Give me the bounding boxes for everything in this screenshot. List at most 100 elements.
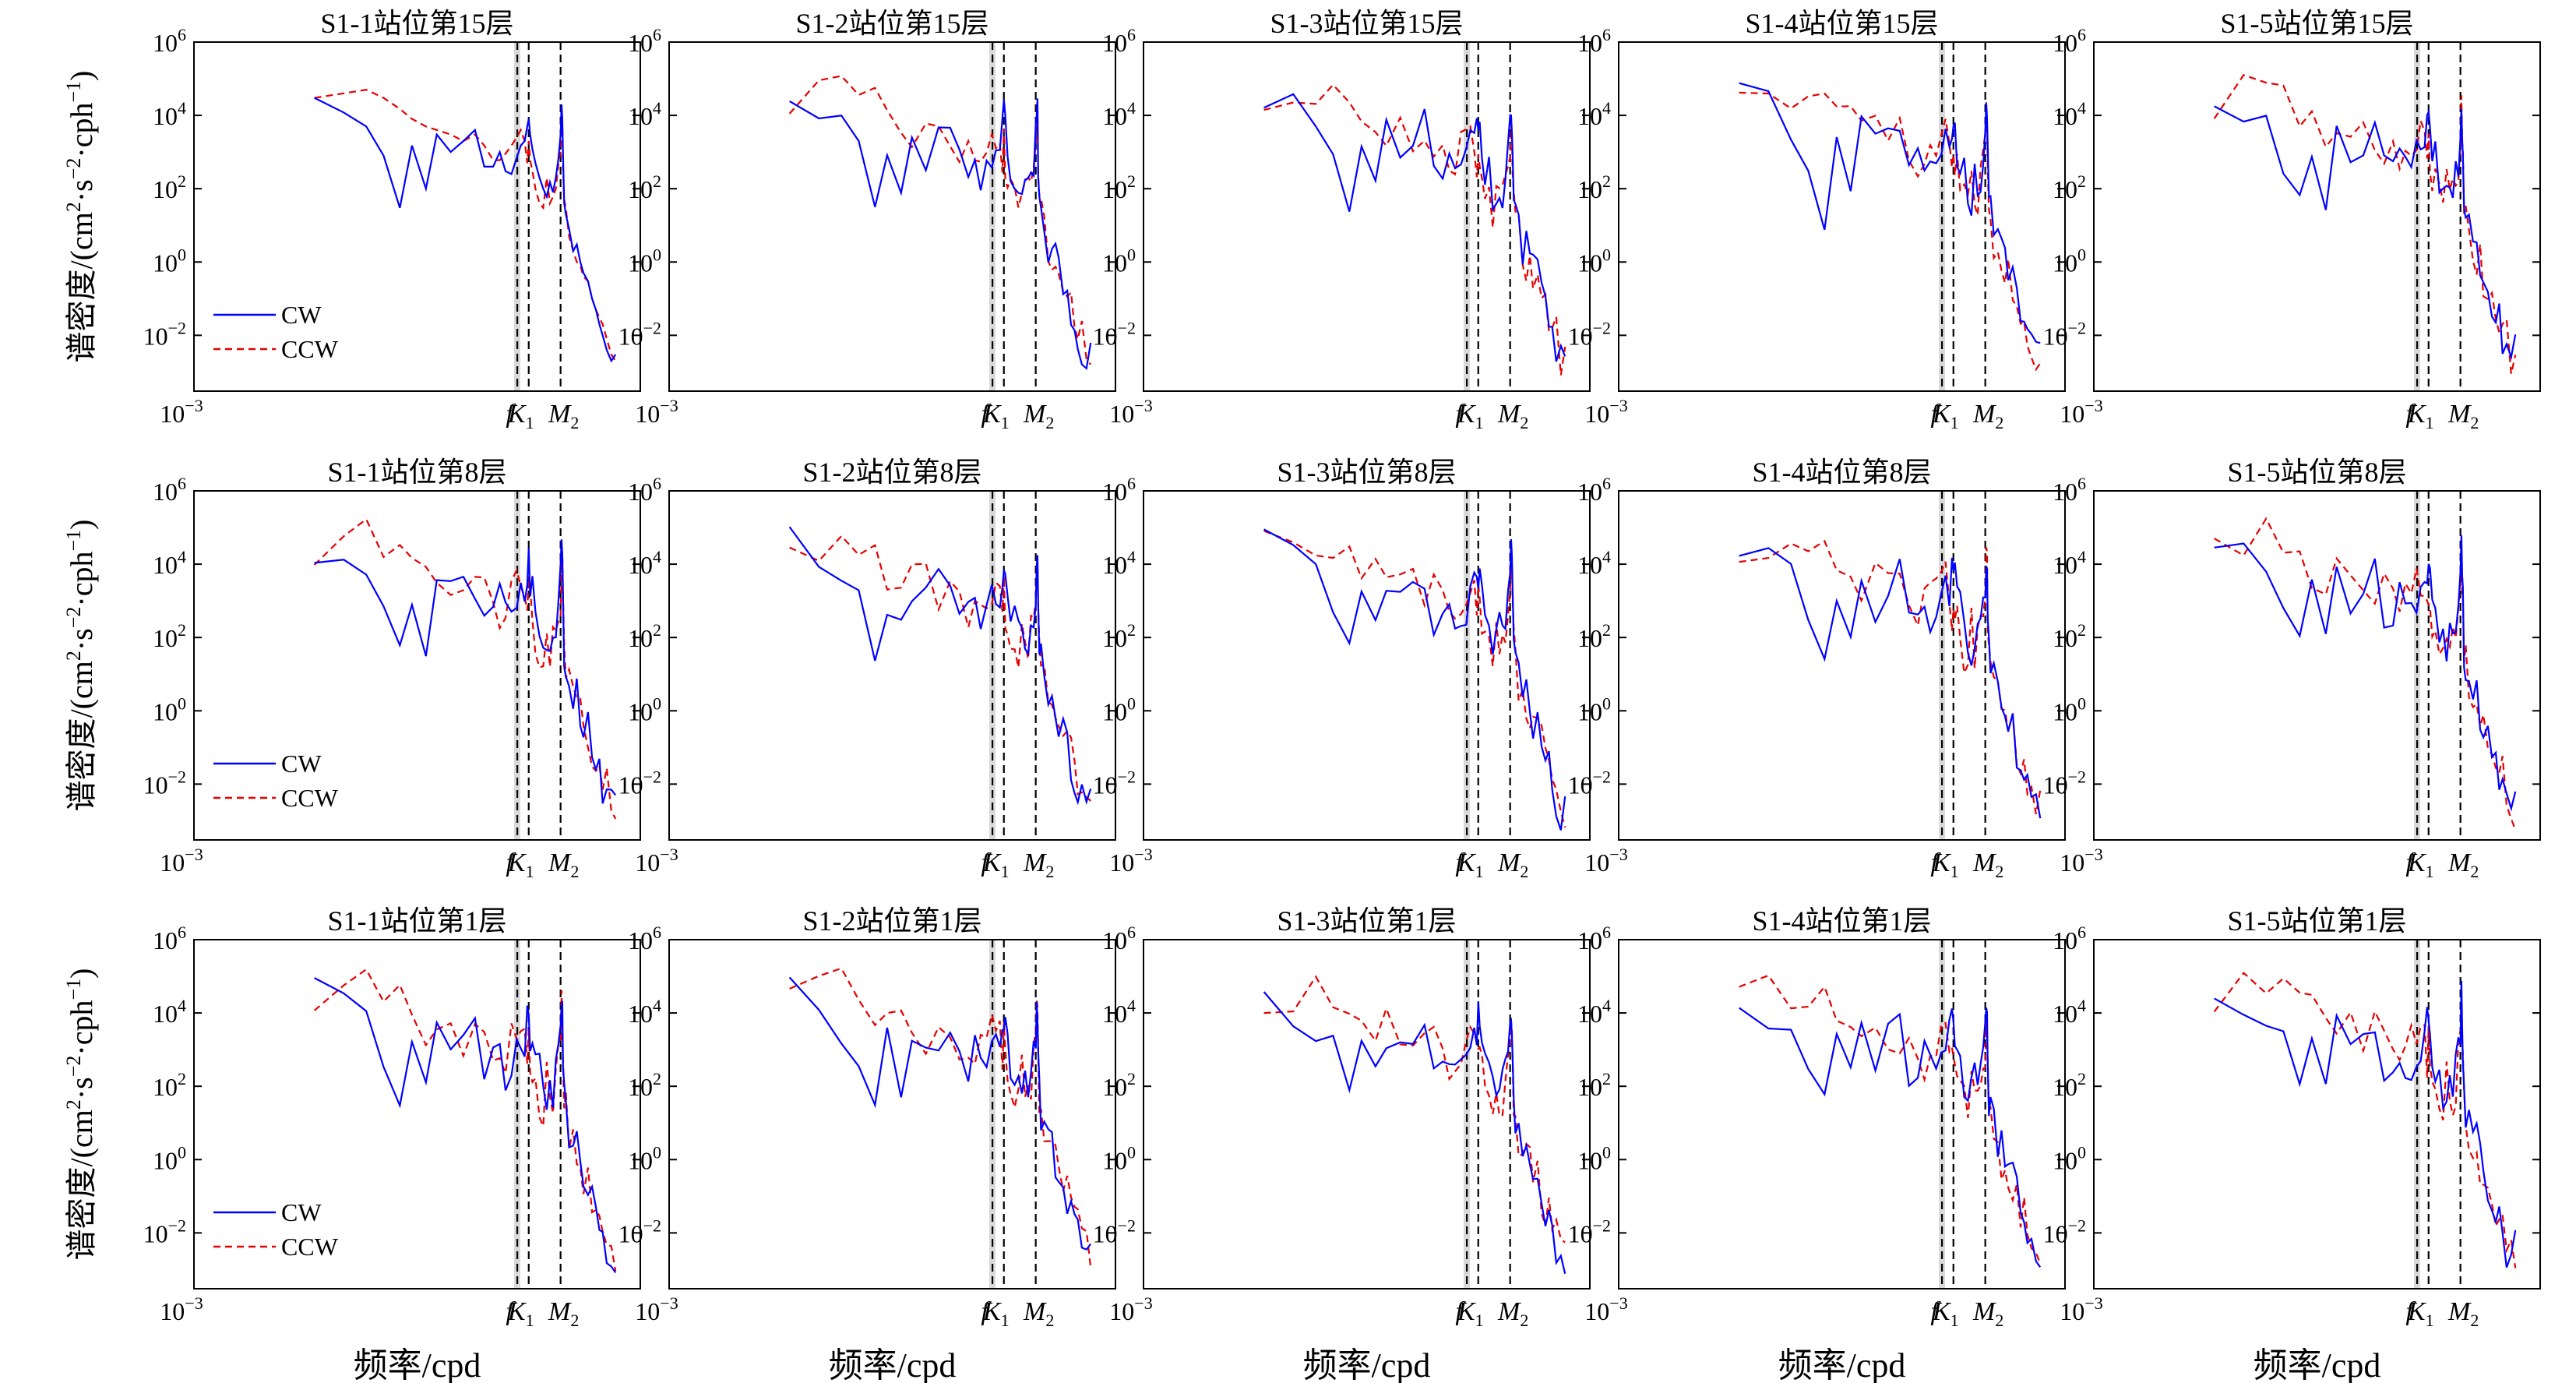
tidal-label-m2: M2	[548, 1297, 579, 1330]
x-tick-label: 10−3	[635, 1293, 678, 1325]
series-ccw-line	[1263, 83, 1566, 376]
tidal-label-m2: M2	[1972, 848, 2003, 881]
x-tick-label: 10−3	[1584, 396, 1627, 428]
y-axis-label: 谱密度/(cm2·s−2·cph−1)	[62, 968, 99, 1261]
axes-frame	[1618, 41, 2066, 392]
x-tick-label: 10−3	[160, 1293, 203, 1325]
axes-frame	[193, 490, 641, 841]
y-tick-label: 106	[2053, 25, 2086, 57]
y-tick-label: 10−2	[1568, 1215, 1611, 1247]
y-tick-label: 102	[2053, 1069, 2086, 1101]
x-tick-label: 10−3	[1109, 1293, 1152, 1325]
series-cw-line	[1263, 528, 1566, 831]
tidal-label-m2: M2	[1497, 1297, 1528, 1330]
y-tick-label: 100	[153, 245, 186, 277]
x-tick-label: 10−3	[2060, 845, 2102, 877]
series-ccw-line	[788, 75, 1092, 365]
series-cw-line	[788, 976, 1092, 1251]
y-tick-label: 100	[1577, 1142, 1611, 1174]
y-tick-label: 104	[153, 98, 186, 130]
x-axis-label: 频率/cpd	[1778, 1346, 1906, 1383]
y-tick-label: 104	[2053, 547, 2086, 579]
series-ccw-line	[2214, 517, 2517, 831]
axes-frame	[1143, 490, 1591, 841]
y-tick-label: 10−2	[2043, 1215, 2086, 1247]
y-tick-label: 100	[1102, 1142, 1136, 1174]
axes-frame	[193, 939, 641, 1290]
y-tick-label: 106	[153, 25, 186, 57]
y-tick-label: 100	[1577, 245, 1611, 277]
x-axis-label: 频率/cpd	[354, 1346, 481, 1383]
tidal-label-m2: M2	[1972, 1297, 2003, 1330]
legend-cw-label: CW	[281, 301, 322, 329]
x-tick-label: 10−3	[2060, 396, 2102, 428]
y-tick-label: 100	[153, 1142, 186, 1174]
series-cw-line	[314, 539, 617, 804]
panel-title: S1-1站位第1层	[327, 905, 506, 937]
y-tick-label: 102	[1102, 620, 1136, 652]
panel-title: S1-5站位第8层	[2227, 457, 2406, 488]
y-tick-label: 102	[2053, 620, 2086, 652]
series-cw-line	[1263, 991, 1566, 1274]
tidal-label-k1: K1	[2407, 400, 2434, 432]
y-tick-label: 106	[628, 923, 661, 954]
tidal-label-k1: K1	[507, 400, 534, 432]
series-ccw-line	[313, 968, 617, 1272]
y-tick-label: 104	[628, 98, 661, 130]
y-tick-label: 102	[153, 171, 186, 203]
x-tick-label: 10−3	[1109, 396, 1152, 428]
axes-frame	[2093, 490, 2541, 841]
tidal-label-k1: K1	[982, 400, 1010, 432]
tidal-label-k1: K1	[982, 1297, 1010, 1330]
tidal-label-k1: K1	[2407, 848, 2434, 881]
tidal-label-m2: M2	[548, 400, 579, 432]
panel-title: S1-2站位第1层	[802, 905, 981, 937]
y-tick-label: 106	[1577, 474, 1611, 506]
y-tick-label: 102	[1102, 171, 1136, 203]
y-tick-label: 104	[628, 547, 661, 579]
series-ccw-line	[789, 535, 1091, 802]
y-tick-label: 100	[2053, 693, 2086, 725]
tidal-label-m2: M2	[1023, 400, 1054, 432]
y-tick-label: 10−2	[1093, 767, 1136, 799]
axes-frame	[1143, 939, 1591, 1290]
y-tick-label: 102	[1577, 171, 1611, 203]
y-tick-label: 102	[1102, 1069, 1136, 1101]
tidal-label-k1: K1	[507, 848, 534, 881]
series-ccw-line	[2213, 972, 2517, 1268]
y-tick-label: 106	[628, 25, 661, 57]
y-tick-label: 106	[2053, 474, 2086, 506]
legend-ccw-label: CCW	[281, 335, 339, 363]
series-cw-line	[314, 977, 617, 1274]
series-ccw-line	[1263, 975, 1566, 1244]
series-cw-line	[788, 526, 1092, 806]
panel-title: S1-4站位第1层	[1752, 905, 1931, 937]
series-cw-line	[1738, 1007, 2042, 1268]
x-axis-label: 频率/cpd	[829, 1346, 957, 1383]
axes-frame	[2093, 939, 2541, 1290]
y-axis-label: 谱密度/(cm2·s−2·cph−1)	[62, 520, 99, 812]
y-tick-label: 100	[628, 693, 661, 725]
x-tick-label: 10−3	[1584, 845, 1627, 877]
series-ccw-line	[1739, 539, 2042, 815]
tidal-label-m2: M2	[2447, 1297, 2479, 1330]
series-cw-line	[1739, 82, 2041, 344]
series-ccw-line	[1739, 974, 2042, 1265]
series-ccw-line	[2213, 73, 2517, 375]
y-tick-label: 102	[153, 620, 186, 652]
series-ccw-line	[1739, 91, 2042, 372]
axes-frame	[2093, 41, 2541, 392]
y-tick-label: 10−2	[618, 767, 661, 799]
y-axis-label: 谱密度/(cm2·s−2·cph−1)	[62, 71, 99, 363]
series-cw-line	[1263, 93, 1566, 362]
y-tick-label: 104	[628, 996, 661, 1028]
y-tick-label: 10−2	[618, 1215, 661, 1247]
y-tick-label: 106	[1102, 474, 1136, 506]
